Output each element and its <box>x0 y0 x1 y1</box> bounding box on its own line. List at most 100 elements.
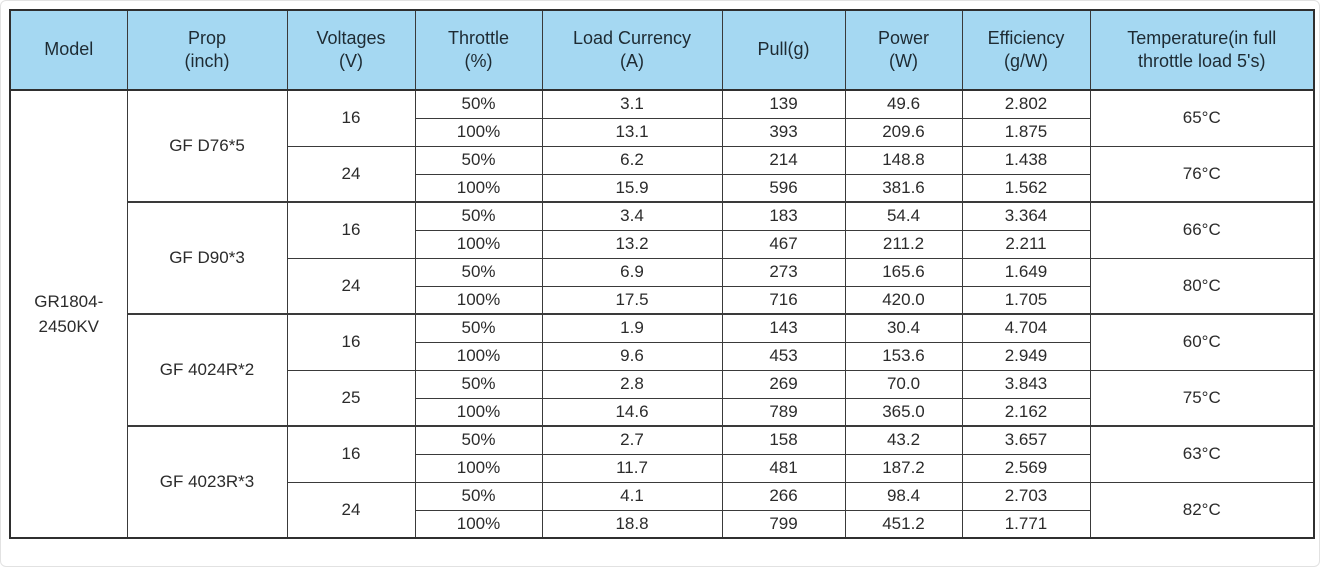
throttle-cell: 50% <box>414 313 543 343</box>
throttle-cell: 50% <box>414 425 543 455</box>
table-row: 100% 9.6 453 153.6 2.949 <box>10 341 1314 371</box>
efficiency-cell: 1.438 <box>961 145 1091 175</box>
current-cell: 3.1 <box>541 89 723 119</box>
current-cell: 17.5 <box>541 285 723 315</box>
throttle-cell: 100% <box>414 453 543 483</box>
efficiency-cell: 2.569 <box>961 453 1091 483</box>
pull-cell: 143 <box>721 313 846 343</box>
table-row: 24 50% 6.2 214 148.8 1.438 76°C <box>10 145 1315 203</box>
header-power: Power (W) <box>844 9 963 91</box>
current-cell: 6.2 <box>541 145 723 175</box>
efficiency-cell: 2.162 <box>961 397 1091 427</box>
current-cell: 6.9 <box>541 257 723 287</box>
table-row: GR1804- 2450KV GF D76*5 16 50% 3.1 139 4… <box>9 89 1315 539</box>
current-cell: 13.1 <box>541 117 723 147</box>
header-throttle: Throttle (%) <box>414 9 543 91</box>
power-cell: 148.8 <box>844 145 963 175</box>
power-cell: 153.6 <box>844 341 963 371</box>
temperature-cell: 75°C <box>1089 369 1315 427</box>
pull-cell: 799 <box>721 509 846 539</box>
pull-cell: 716 <box>721 285 846 315</box>
pull-cell: 467 <box>721 229 846 259</box>
power-cell: 54.4 <box>844 201 963 231</box>
current-cell: 14.6 <box>541 397 723 427</box>
temperature-cell: 63°C <box>1089 425 1315 483</box>
pull-cell: 158 <box>721 425 846 455</box>
pull-cell: 393 <box>721 117 846 147</box>
temperature-cell: 76°C <box>1089 145 1315 203</box>
throttle-cell: 50% <box>414 145 543 175</box>
table-body: GR1804- 2450KV GF D76*5 16 50% 3.1 139 4… <box>9 89 1315 539</box>
efficiency-cell: 1.771 <box>961 509 1091 539</box>
efficiency-cell: 1.562 <box>961 173 1091 203</box>
current-cell: 15.9 <box>541 173 723 203</box>
power-cell: 381.6 <box>844 173 963 203</box>
efficiency-cell: 1.875 <box>961 117 1091 147</box>
voltage-cell: 24 <box>286 145 416 203</box>
current-cell: 4.1 <box>541 481 723 511</box>
pull-cell: 596 <box>721 173 846 203</box>
throttle-cell: 100% <box>414 173 543 203</box>
throttle-cell: 100% <box>414 509 543 539</box>
table-row: 100% 13.2 467 211.2 2.211 <box>10 229 1314 259</box>
efficiency-cell: 1.705 <box>961 285 1091 315</box>
power-cell: 209.6 <box>844 117 963 147</box>
power-cell: 365.0 <box>844 397 963 427</box>
motor-spec-table: Model Prop (inch) Voltages (V) Throttle … <box>9 9 1315 539</box>
header-pull: Pull(g) <box>721 9 846 91</box>
efficiency-cell: 2.802 <box>961 89 1091 119</box>
current-cell: 9.6 <box>541 341 723 371</box>
table-row: 24 50% 6.9 273 165.6 1.649 80°C <box>10 257 1315 315</box>
efficiency-cell: 3.364 <box>961 201 1091 231</box>
throttle-cell: 100% <box>414 285 543 315</box>
voltage-cell: 24 <box>286 257 416 315</box>
pull-cell: 269 <box>721 369 846 399</box>
efficiency-cell: 3.657 <box>961 425 1091 455</box>
prop-cell: GF 4023R*3 <box>126 425 288 539</box>
current-cell: 1.9 <box>541 313 723 343</box>
voltage-cell: 24 <box>286 481 416 539</box>
table-row: 100% 11.7 481 187.2 2.569 <box>10 453 1314 483</box>
throttle-cell: 50% <box>414 89 543 119</box>
header-efficiency: Efficiency (g/W) <box>961 9 1091 91</box>
power-cell: 30.4 <box>844 313 963 343</box>
throttle-cell: 50% <box>414 257 543 287</box>
voltage-cell: 16 <box>286 201 416 259</box>
power-cell: 211.2 <box>844 229 963 259</box>
header-prop: Prop (inch) <box>126 9 288 91</box>
header-temperature: Temperature(in full throttle load 5's) <box>1089 9 1315 91</box>
header-load-currency: Load Currency (A) <box>541 9 723 91</box>
pull-cell: 266 <box>721 481 846 511</box>
prop-cell: GF D76*5 <box>126 89 288 203</box>
current-cell: 13.2 <box>541 229 723 259</box>
voltage-cell: 25 <box>286 369 416 427</box>
table-row: GF D90*3 16 50% 3.4 183 54.4 3.364 66°C <box>10 201 1315 315</box>
table-row: 24 50% 4.1 266 98.4 2.703 82°C <box>10 481 1315 539</box>
table-header: Model Prop (inch) Voltages (V) Throttle … <box>9 9 1315 91</box>
throttle-cell: 100% <box>414 117 543 147</box>
table-row: GF 4024R*2 16 50% 1.9 143 30.4 4.704 60°… <box>10 313 1315 427</box>
efficiency-cell: 3.843 <box>961 369 1091 399</box>
pull-cell: 789 <box>721 397 846 427</box>
pull-cell: 214 <box>721 145 846 175</box>
throttle-cell: 100% <box>414 397 543 427</box>
efficiency-cell: 2.211 <box>961 229 1091 259</box>
efficiency-cell: 2.949 <box>961 341 1091 371</box>
power-cell: 451.2 <box>844 509 963 539</box>
power-cell: 165.6 <box>844 257 963 287</box>
current-cell: 18.8 <box>541 509 723 539</box>
temperature-cell: 66°C <box>1089 201 1315 259</box>
efficiency-cell: 2.703 <box>961 481 1091 511</box>
power-cell: 49.6 <box>844 89 963 119</box>
table-row: 100% 15.9 596 381.6 1.562 <box>10 173 1314 203</box>
table-row: 100% 13.1 393 209.6 1.875 <box>10 117 1314 147</box>
table-row: 25 50% 2.8 269 70.0 3.843 75°C <box>10 369 1315 427</box>
pull-cell: 139 <box>721 89 846 119</box>
voltage-cell: 16 <box>286 425 416 483</box>
table-row: 100% 14.6 789 365.0 2.162 <box>10 397 1314 427</box>
throttle-cell: 50% <box>414 481 543 511</box>
power-cell: 70.0 <box>844 369 963 399</box>
header-model: Model <box>9 9 128 91</box>
temperature-cell: 65°C <box>1089 89 1315 147</box>
